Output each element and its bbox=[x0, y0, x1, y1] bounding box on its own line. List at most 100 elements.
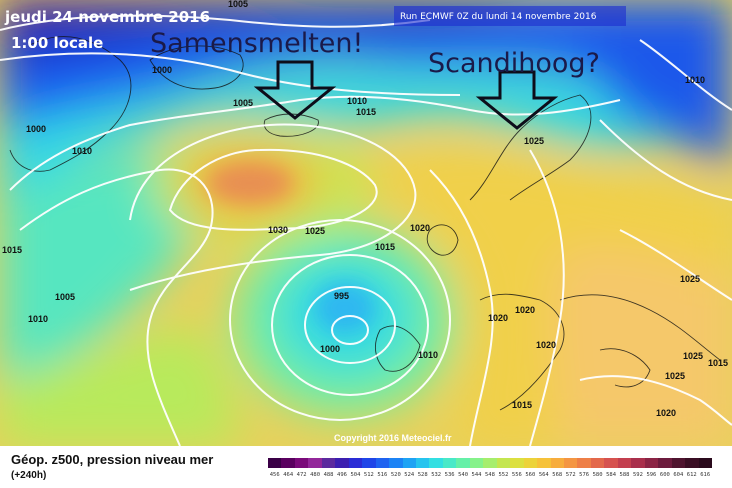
isobar-label: 1005 bbox=[228, 0, 248, 9]
isobar-label: 1010 bbox=[28, 314, 48, 324]
isobar-label: 1000 bbox=[152, 65, 172, 75]
scale-swatch bbox=[442, 458, 457, 468]
scale-tick: 568 bbox=[552, 472, 563, 478]
scale-tick: 464 bbox=[283, 472, 294, 478]
isobar-label: 1025 bbox=[683, 351, 703, 361]
scale-swatch bbox=[644, 458, 659, 468]
isobar-labels: 1005 1000 1005 1010 1010 1015 1000 1010 … bbox=[2, 0, 728, 418]
isobar-label: 1010 bbox=[418, 350, 438, 360]
isobar-label: 1005 bbox=[233, 98, 253, 108]
isobar-label: 1005 bbox=[55, 292, 75, 302]
scale-swatch bbox=[537, 458, 551, 468]
scale-swatch bbox=[604, 458, 618, 468]
scale-tick: 544 bbox=[471, 472, 482, 478]
scale-tick: 512 bbox=[363, 472, 374, 478]
scale-tick: 572 bbox=[565, 472, 576, 478]
scale-swatch bbox=[631, 458, 645, 468]
arrow-down-icon bbox=[253, 60, 337, 120]
scale-tick: 528 bbox=[417, 472, 428, 478]
scale-swatch bbox=[671, 458, 686, 468]
color-scale bbox=[268, 458, 712, 468]
scale-tick: 576 bbox=[579, 472, 590, 478]
isobar-label: 1025 bbox=[665, 371, 685, 381]
color-scale-ticks: 456 464 472 480 488 496 504 512 516 520 524 528 532 5… bbox=[268, 472, 712, 478]
isobar-label: 1000 bbox=[26, 124, 46, 134]
scale-tick: 456 bbox=[269, 472, 280, 478]
scale-swatch bbox=[281, 458, 295, 468]
scale-tick: 516 bbox=[377, 472, 388, 478]
scale-swatch bbox=[658, 458, 672, 468]
scale-swatch bbox=[698, 458, 712, 468]
scale-tick: 564 bbox=[538, 472, 549, 478]
coastlines bbox=[9, 36, 721, 411]
annotation-scandihoog: Scandihoog? bbox=[428, 48, 600, 79]
scale-swatch bbox=[415, 458, 430, 468]
isobar-label: 1020 bbox=[656, 408, 676, 418]
scale-tick: 532 bbox=[431, 472, 442, 478]
scale-tick: 496 bbox=[337, 472, 347, 478]
map-time: 1:00 locale bbox=[11, 34, 103, 52]
isobar-label: 1015 bbox=[512, 400, 532, 410]
scale-swatch bbox=[294, 458, 309, 468]
weather-map: 1005 1000 1005 1010 1010 1015 1000 1010 … bbox=[0, 0, 732, 446]
map-date: jeudi 24 novembre 2016 bbox=[4, 8, 210, 26]
isobar-label: 1015 bbox=[375, 242, 395, 252]
isobar-label: 1020 bbox=[536, 340, 556, 350]
scale-swatch bbox=[375, 458, 390, 468]
scale-swatch bbox=[523, 458, 538, 468]
legend-subtitle: (+240h) bbox=[11, 470, 47, 481]
scale-tick: 616 bbox=[700, 472, 711, 478]
isobar-label: 1015 bbox=[2, 245, 22, 255]
scale-tick: 612 bbox=[686, 472, 697, 478]
scale-swatch bbox=[308, 458, 322, 468]
scale-tick: 584 bbox=[606, 472, 617, 478]
isobar-label: 1030 bbox=[268, 225, 288, 235]
isobar-label: 1010 bbox=[72, 146, 92, 156]
isobar-label: 995 bbox=[334, 291, 349, 301]
isobar-label: 1020 bbox=[410, 223, 430, 233]
scale-swatch bbox=[402, 458, 416, 468]
scale-tick: 472 bbox=[296, 472, 307, 478]
legend-title: Géop. z500, pression niveau mer bbox=[11, 452, 214, 467]
scale-tick: 520 bbox=[390, 472, 401, 478]
scale-swatch bbox=[268, 458, 282, 468]
scale-swatch bbox=[483, 458, 497, 468]
scale-tick: 580 bbox=[592, 472, 603, 478]
isobar-label: 1010 bbox=[347, 96, 367, 106]
arrow-down-icon bbox=[475, 70, 559, 130]
scale-swatch bbox=[590, 458, 605, 468]
scale-swatch bbox=[577, 458, 591, 468]
scale-swatch bbox=[469, 458, 484, 468]
scale-tick: 604 bbox=[673, 472, 684, 478]
annotation-arrows bbox=[253, 60, 559, 130]
scale-swatch bbox=[456, 458, 470, 468]
scale-swatch bbox=[550, 458, 564, 468]
scale-tick: 524 bbox=[404, 472, 415, 478]
scale-swatch bbox=[617, 458, 632, 468]
annotation-samensmelten: Samensmelten! bbox=[150, 28, 363, 59]
scale-swatch bbox=[362, 458, 376, 468]
scale-tick: 588 bbox=[619, 472, 630, 478]
isobars bbox=[0, 14, 732, 446]
isobar-label: 1015 bbox=[708, 358, 728, 368]
scale-swatch bbox=[685, 458, 699, 468]
run-info-box bbox=[394, 6, 626, 26]
isobar-label: 1025 bbox=[524, 136, 544, 146]
scale-swatch bbox=[496, 458, 511, 468]
scale-tick: 488 bbox=[323, 472, 334, 478]
scale-tick: 548 bbox=[485, 472, 495, 478]
scale-tick: 596 bbox=[646, 472, 657, 478]
scale-tick: 592 bbox=[632, 472, 643, 478]
scale-tick: 480 bbox=[310, 472, 321, 478]
isobar-label: 1025 bbox=[680, 274, 700, 284]
scale-swatch bbox=[335, 458, 349, 468]
scale-tick: 540 bbox=[458, 472, 469, 478]
scale-swatch bbox=[321, 458, 336, 468]
isobar-label: 1015 bbox=[356, 107, 376, 117]
scale-swatch bbox=[510, 458, 524, 468]
scale-tick: 600 bbox=[659, 472, 670, 478]
run-info: Run ECMWF 0Z du lundi 14 novembre 2016 bbox=[400, 12, 597, 22]
copyright: Copyright 2016 Meteociel.fr bbox=[334, 433, 452, 443]
scale-tick: 536 bbox=[444, 472, 455, 478]
isobar-label: 1025 bbox=[305, 226, 325, 236]
